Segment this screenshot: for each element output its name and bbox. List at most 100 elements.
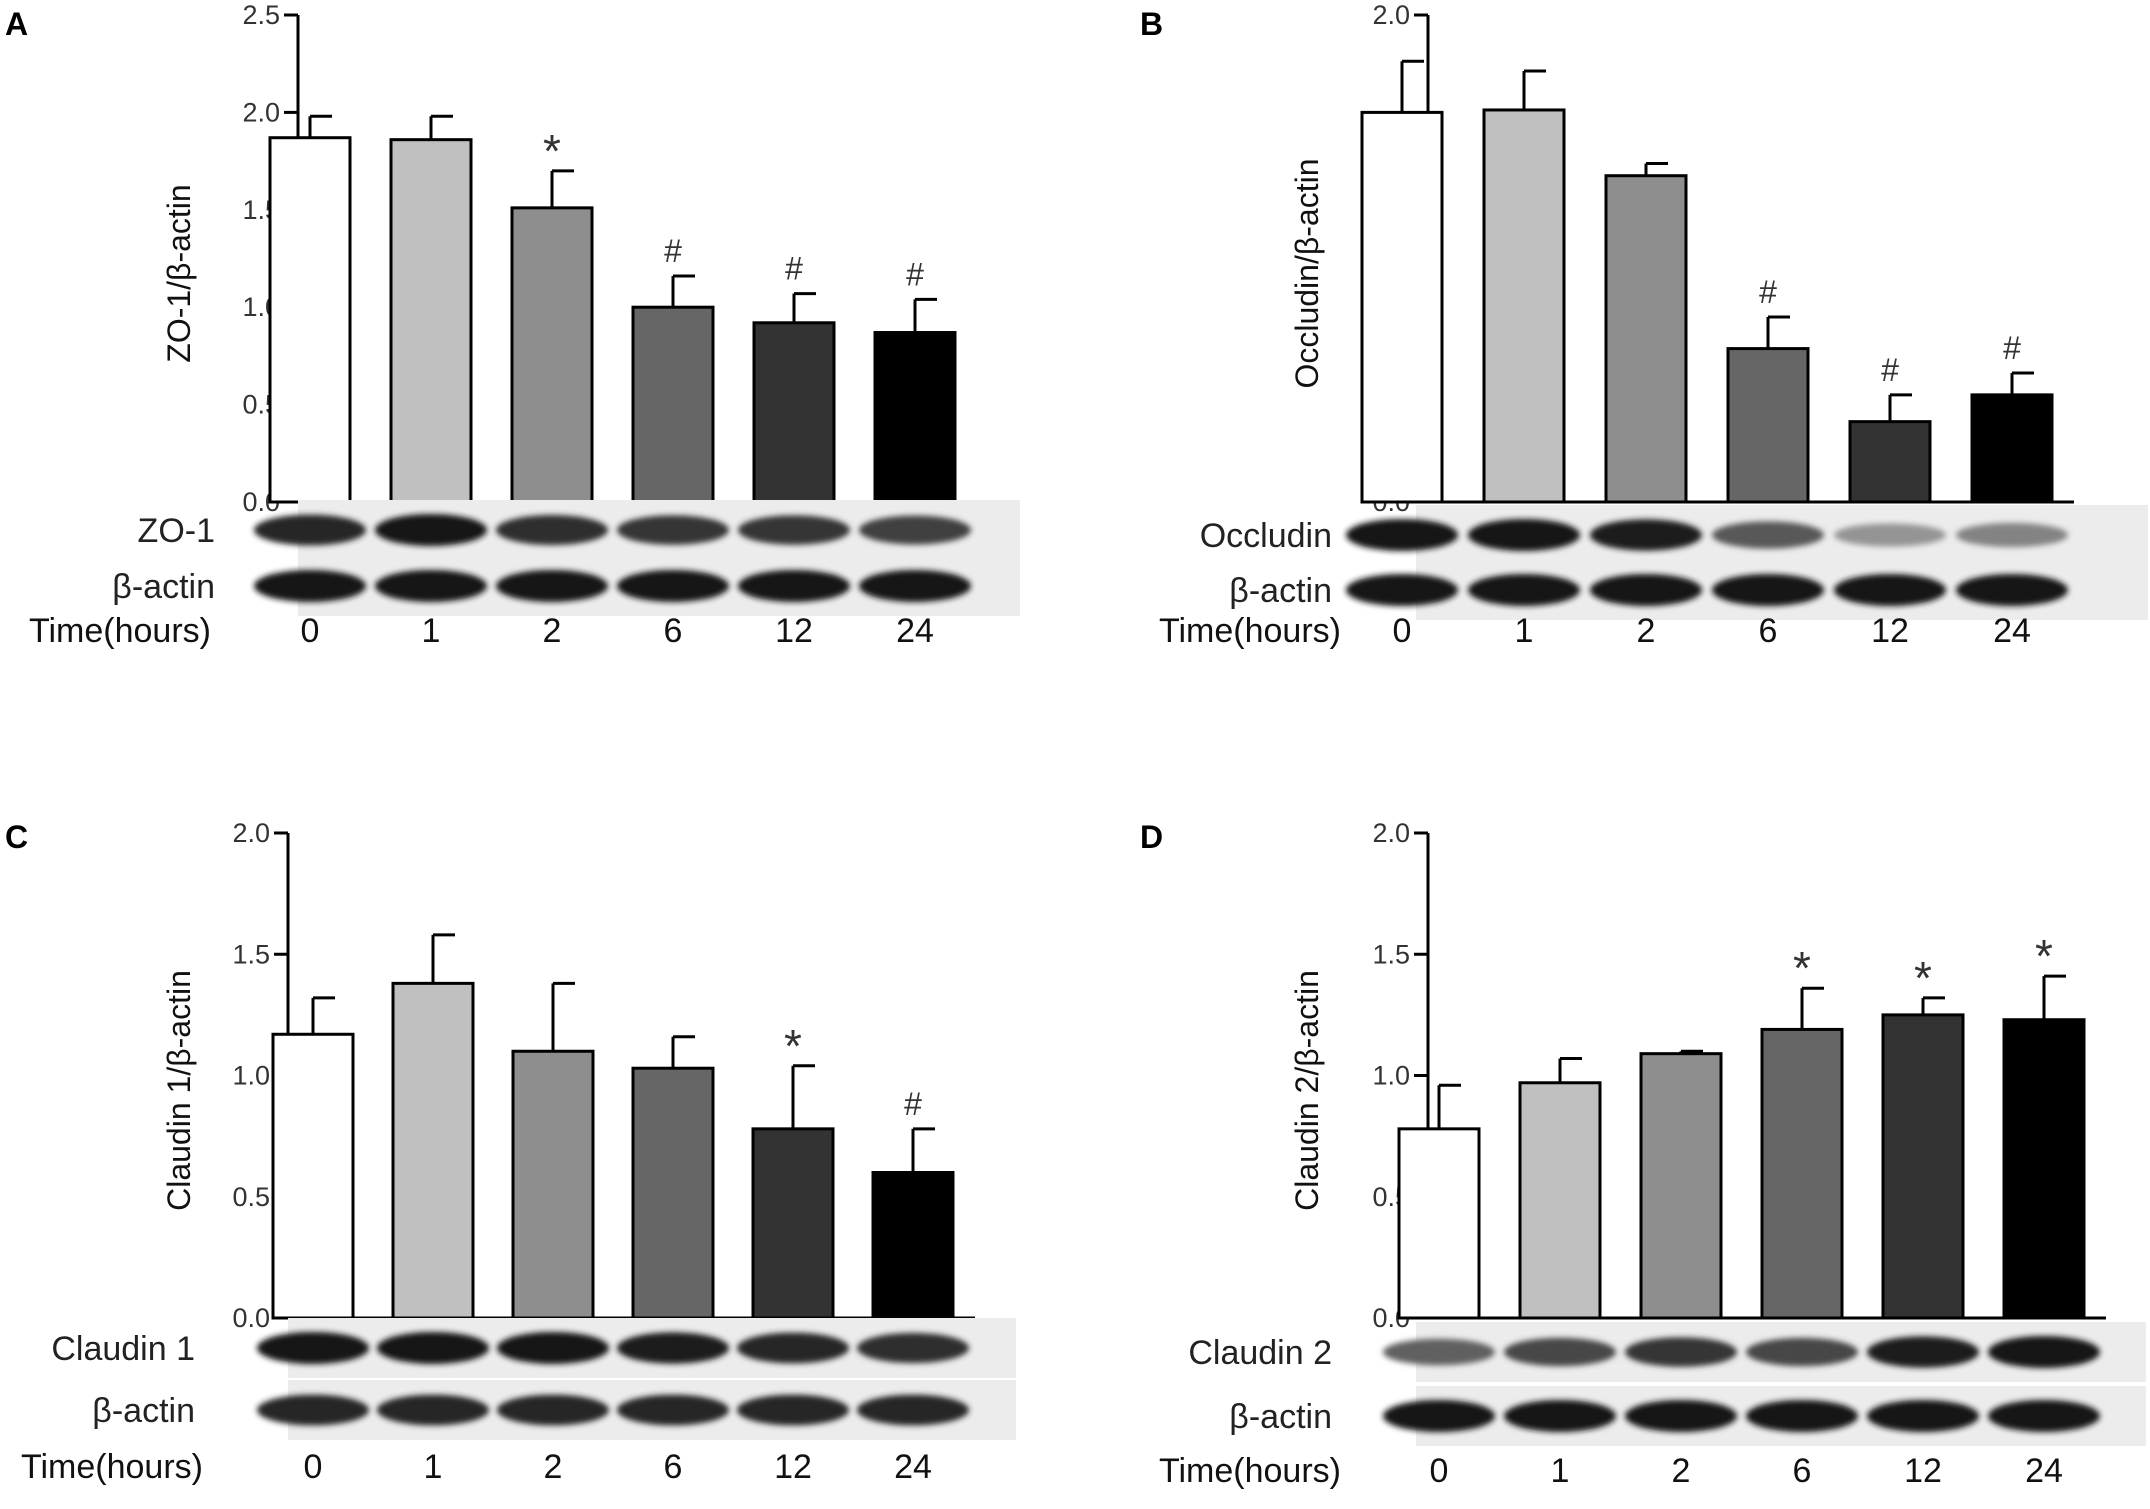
x-tick-label: 6 xyxy=(1759,612,1778,650)
y-tick-label: 2.0 xyxy=(232,818,270,848)
x-tick-label: 24 xyxy=(1993,612,2031,650)
blot-target-band xyxy=(1834,523,1946,547)
blot-target-band xyxy=(497,1332,609,1364)
blot-target-band xyxy=(1988,1336,2100,1368)
blot-target-band xyxy=(617,515,729,545)
x-tick-label: 2 xyxy=(543,612,562,650)
blot-beta-actin-band xyxy=(257,1394,369,1426)
significance-star: * xyxy=(1914,952,1932,1004)
bar-24h xyxy=(873,331,957,504)
bar-12h xyxy=(1848,420,1932,504)
blot-target-band xyxy=(1504,1337,1616,1367)
x-tick-label: 6 xyxy=(664,1448,683,1486)
blot-beta-actin-band xyxy=(617,1394,729,1426)
bar-12h xyxy=(752,321,836,504)
x-tick-label: 12 xyxy=(1871,612,1909,650)
blot-target-band xyxy=(1625,1337,1737,1367)
blot-beta-actin-band xyxy=(737,1394,849,1426)
blot-beta-actin-band xyxy=(1867,1400,1979,1432)
blot-target-band xyxy=(257,1332,369,1364)
blot-beta-actin-band xyxy=(377,1394,489,1426)
blot-beta-actin-band xyxy=(1346,574,1458,606)
significance-star: * xyxy=(784,1020,802,1072)
y-tick-label: 1.0 xyxy=(232,1061,270,1091)
blot-target-band xyxy=(1746,1337,1858,1367)
bar-6h xyxy=(631,1066,715,1320)
significance-star: * xyxy=(2035,930,2053,982)
blot-beta-actin-band xyxy=(857,1394,969,1426)
x-tick-label: 24 xyxy=(894,1448,932,1486)
bar-24h xyxy=(1970,393,2054,504)
significance-hash: # xyxy=(904,1086,922,1122)
blot-target-band xyxy=(1590,519,1702,551)
x-tick-label: 0 xyxy=(1393,612,1412,650)
panel-letter: B xyxy=(1140,6,1163,42)
bar-0h xyxy=(1360,110,1444,504)
blot-beta-actin-band xyxy=(497,1394,609,1426)
y-axis-label: Claudin 1/β-actin xyxy=(161,970,197,1211)
x-tick-label: 6 xyxy=(664,612,683,650)
y-tick-label: 1.5 xyxy=(232,939,270,969)
significance-star: * xyxy=(543,125,561,177)
bar-2h xyxy=(511,1049,595,1320)
bar-6h xyxy=(1726,347,1810,504)
blot-label: Occludin xyxy=(1200,517,1332,555)
panel-c: C 0.0 0.5 1.0 1.5 2.0 Claudin 1/β-actin * # Claud… xyxy=(5,818,1016,1486)
y-tick-label: 2.0 xyxy=(1372,0,1410,30)
x-axis-label: Time(hours) xyxy=(1159,612,1341,650)
blot-beta-actin-band xyxy=(1746,1400,1858,1432)
blot-label: ZO-1 xyxy=(138,512,215,550)
bar-2h xyxy=(510,206,594,504)
blot-target-band xyxy=(496,514,608,546)
blot-beta-actin-band xyxy=(1988,1400,2100,1432)
bar-6h xyxy=(631,305,715,504)
significance-hash: # xyxy=(785,251,803,287)
blot-target-band xyxy=(737,1332,849,1364)
bar-24h xyxy=(871,1171,955,1320)
blot-beta-actin-band xyxy=(617,570,729,602)
blot-beta-actin-band xyxy=(1956,574,2068,606)
x-tick-label: 2 xyxy=(1637,612,1656,650)
bar-1h xyxy=(389,138,473,504)
blot-beta-actin-band xyxy=(738,570,850,602)
significance-hash: # xyxy=(1759,274,1777,310)
blot-beta-actin-band xyxy=(1590,574,1702,606)
blot-target-band xyxy=(1346,519,1458,551)
blot-target-band xyxy=(375,514,487,546)
blot-target-band xyxy=(617,1332,729,1364)
bar-12h xyxy=(1881,1013,1965,1320)
blot-beta-actin-band xyxy=(1504,1400,1616,1432)
blot-beta-actin-band xyxy=(496,570,608,602)
blot-beta-actin-band xyxy=(859,570,971,602)
blot-beta-actin-band xyxy=(254,570,366,602)
blot-label: Claudin 2 xyxy=(1188,1334,1332,1372)
blot-target-band xyxy=(1867,1336,1979,1368)
blot-target-band xyxy=(738,515,850,545)
x-tick-label: 1 xyxy=(422,612,441,650)
x-tick-label: 0 xyxy=(304,1448,323,1486)
blot-label: β-actin xyxy=(1229,572,1332,610)
x-axis-label: Time(hours) xyxy=(29,612,211,650)
y-axis-label: Claudin 2/β-actin xyxy=(1289,970,1325,1211)
panel-letter: C xyxy=(5,819,28,855)
x-tick-label: 12 xyxy=(775,612,813,650)
y-tick-label: 1.0 xyxy=(1372,1061,1410,1091)
y-axis-label: Occludin/β-actin xyxy=(1289,158,1325,388)
x-tick-label: 0 xyxy=(301,612,320,650)
x-tick-label: 2 xyxy=(1672,1452,1691,1490)
bar-0h xyxy=(1397,1127,1481,1320)
bar-12h xyxy=(751,1127,835,1320)
bar-24h xyxy=(2002,1018,2086,1320)
bar-0h xyxy=(271,1032,355,1320)
x-tick-label: 1 xyxy=(424,1448,443,1486)
blot-beta-actin-band xyxy=(375,570,487,602)
x-tick-label: 6 xyxy=(1793,1452,1812,1490)
blot-target-band xyxy=(377,1332,489,1364)
x-tick-label: 12 xyxy=(774,1448,812,1486)
blot-beta-actin-band xyxy=(1468,574,1580,606)
blot-target-band xyxy=(1383,1338,1495,1366)
panel-b: B0.00.51.01.52.0Occludin/β-actin###Occlu… xyxy=(1140,0,2148,650)
x-axis-label: Time(hours) xyxy=(1159,1452,1341,1490)
y-tick-label: 2.0 xyxy=(1372,818,1410,848)
